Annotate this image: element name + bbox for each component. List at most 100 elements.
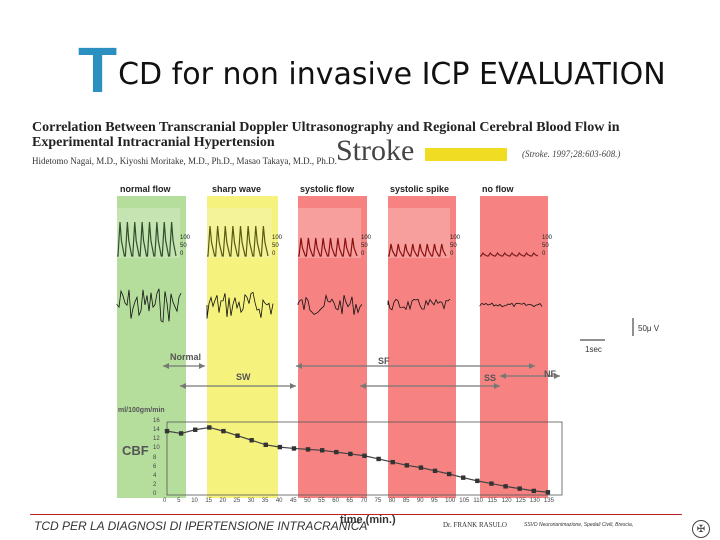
cbf-point-23 xyxy=(489,481,494,486)
cbf-x-tick: 70 xyxy=(360,498,368,504)
eeg-trace-0 xyxy=(116,288,182,323)
label-ss: SS xyxy=(484,373,497,383)
cbf-x-tick: 65 xyxy=(346,498,354,504)
panel-label-systolic-flow: systolic flow xyxy=(300,184,355,194)
velocity-tick-0-0: 100 xyxy=(180,235,191,241)
cbf-x-tick: 60 xyxy=(332,498,339,504)
seal-icon: ✠ xyxy=(692,520,710,538)
cbf-y-tick: 14 xyxy=(153,427,160,434)
cbf-point-20 xyxy=(446,471,452,477)
eeg-scale-label: 50μ V xyxy=(638,324,660,333)
phase-arrowhead-right-0 xyxy=(199,363,205,369)
cbf-x-tick: 115 xyxy=(487,498,498,504)
cbf-point-2 xyxy=(193,427,198,432)
doppler-waveforms: 100 50 0 100 50 0 100 50 0 100 50 0 100 50 0 xyxy=(117,208,553,258)
cbf-point-3 xyxy=(207,425,212,430)
cbf-point-1 xyxy=(178,431,184,436)
cbf-axis-label: CBF xyxy=(122,443,149,458)
panel-label-normal-flow: normal flow xyxy=(120,184,171,194)
slide-title: T CD for non invasive ICP EVALUATION xyxy=(78,34,666,106)
journal-name: Stroke xyxy=(336,134,415,167)
cbf-plot xyxy=(164,421,563,496)
velocity-tick-3-0: 100 xyxy=(450,235,461,241)
velocity-tick-2-2: 0 xyxy=(361,251,365,257)
cbf-y-tick: 10 xyxy=(153,445,160,452)
cbf-x-tick: 25 xyxy=(233,498,241,504)
paper-authors: Hidetomo Nagai, M.D., Kiyoshi Moritake, … xyxy=(32,156,337,166)
velocity-tick-4-2: 0 xyxy=(542,251,546,257)
label-nf: NF xyxy=(544,369,556,379)
cbf-point-14 xyxy=(362,453,367,458)
velocity-tick-2-0: 100 xyxy=(361,235,372,241)
cbf-point-4 xyxy=(221,428,226,434)
cbf-y-tick: 12 xyxy=(153,436,160,443)
phase-arrowhead-left-0 xyxy=(163,363,169,369)
doppler-wave-2 xyxy=(298,237,358,257)
title-text: CD for non invasive ICP EVALUATION xyxy=(118,57,666,92)
cbf-point-16 xyxy=(390,459,395,465)
cbf-point-17 xyxy=(404,463,410,468)
cbf-x-tick: 105 xyxy=(459,498,470,504)
cbf-x-tick: 90 xyxy=(416,498,424,504)
cbf-point-25 xyxy=(517,486,522,491)
cbf-x-tick: 125 xyxy=(515,498,526,504)
cbf-x-tick: 55 xyxy=(318,498,325,504)
paper-citation: (Stroke. 1997;28:603-608.) xyxy=(522,149,621,159)
doppler-wave-3 xyxy=(388,243,447,257)
velocity-tick-0-2: 0 xyxy=(180,251,184,257)
cbf-x-tick: 75 xyxy=(374,498,382,504)
cbf-point-13 xyxy=(348,451,353,457)
phase-arrowhead-left-2 xyxy=(296,363,302,369)
cbf-point-8 xyxy=(277,444,283,450)
cbf-point-22 xyxy=(475,478,480,484)
cbf-x-tick: 45 xyxy=(289,498,297,504)
doppler-wave-1 xyxy=(207,225,269,257)
cbf-x-tick: 85 xyxy=(402,498,410,504)
footer-unit: SSVD Neurorianimazione, Spedali Civili, … xyxy=(524,522,634,528)
time-scale-label: 1sec xyxy=(585,345,602,354)
velocity-tick-1-0: 100 xyxy=(272,235,283,241)
cbf-x-tick: 20 xyxy=(219,498,227,504)
phase-arrowhead-right-1 xyxy=(290,383,296,389)
cbf-x-tick: 0 xyxy=(163,498,167,504)
cbf-point-15 xyxy=(376,456,381,462)
cbf-point-7 xyxy=(263,442,268,448)
velocity-tick-1-1: 50 xyxy=(272,243,279,249)
cbf-x-tick: 35 xyxy=(261,498,269,504)
cbf-x-tick: 30 xyxy=(247,498,255,504)
cbf-point-9 xyxy=(291,446,297,451)
phase-arrowhead-left-1 xyxy=(180,383,186,389)
cbf-x-tick: 120 xyxy=(501,498,512,504)
phase-arrowhead-right-2 xyxy=(529,363,535,369)
velocity-tick-3-1: 50 xyxy=(450,243,457,249)
title-initial: T xyxy=(78,34,118,106)
cbf-x-tick: 10 xyxy=(191,498,198,504)
cbf-x-tick: 110 xyxy=(473,498,483,504)
eeg-trace-4 xyxy=(479,302,543,308)
time-axis-label: time (min.) xyxy=(340,514,396,526)
eeg-trace-2 xyxy=(297,293,363,315)
velocity-tick-4-0: 100 xyxy=(542,235,553,241)
cbf-x-tick: 100 xyxy=(445,498,456,504)
doppler-wave-0 xyxy=(117,221,177,257)
cbf-x-tick: 50 xyxy=(304,498,311,504)
cbf-point-10 xyxy=(305,447,311,452)
cbf-y-tick: 8 xyxy=(153,454,157,461)
paper-title: Correlation Between Transcranial Doppler… xyxy=(32,120,620,150)
doppler-wave-4 xyxy=(480,251,539,257)
cbf-x-tick: 130 xyxy=(529,498,540,504)
journal-highlight xyxy=(425,148,507,161)
eeg-trace-1 xyxy=(206,291,274,319)
cbf-x-tick: 95 xyxy=(431,498,438,504)
velocity-tick-2-1: 50 xyxy=(361,243,368,249)
cbf-y-tick: 6 xyxy=(153,463,157,470)
velocity-tick-1-2: 0 xyxy=(272,251,276,257)
cbf-line xyxy=(166,426,548,493)
label-sf: SF xyxy=(378,356,390,366)
panel-label-sharp-wave: sharp wave xyxy=(212,184,262,194)
cbf-point-6 xyxy=(249,438,254,443)
label-normal: Normal xyxy=(170,352,202,362)
cbf-frame xyxy=(166,421,563,496)
footer-course-title: TCD PER LA DIAGNOSI DI IPERTENSIONE INTR… xyxy=(34,519,368,533)
